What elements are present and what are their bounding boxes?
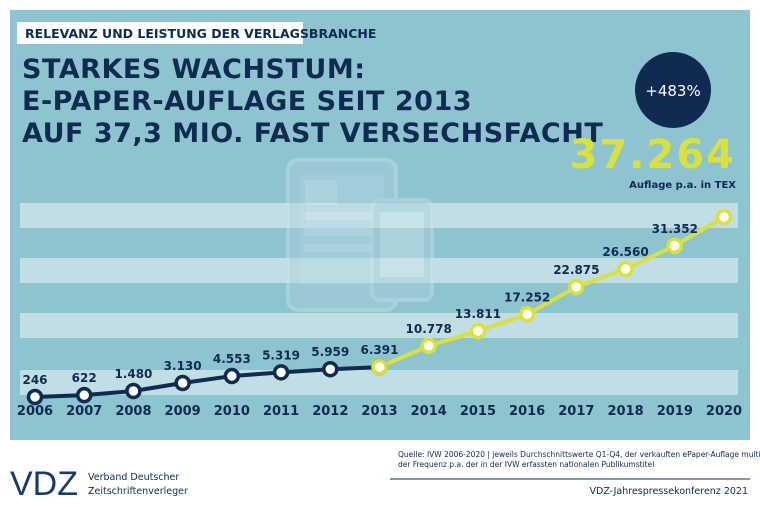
marker — [568, 278, 585, 296]
marker — [518, 306, 536, 323]
stripe — [20, 313, 738, 338]
marker — [125, 382, 142, 400]
x-tick-label: 2009 — [165, 404, 201, 419]
x-tick-label: 2019 — [657, 404, 693, 419]
x-tick-label: 2006 — [17, 404, 53, 419]
x-tick-label: 2017 — [558, 404, 594, 419]
value-caption: Auflage p.a. in TEX — [629, 180, 736, 191]
marker — [666, 237, 684, 255]
header-tag: RELEVANZ UND LEISTUNG DER VERLAGSBRANCHE — [25, 26, 376, 41]
org-name: Verband Deutscher — [88, 472, 179, 483]
value-label: 622 — [72, 371, 97, 385]
x-tick-label: 2012 — [312, 404, 348, 419]
line — [378, 215, 726, 369]
x-tick-label: 2020 — [706, 404, 742, 419]
x-tick-label: 2018 — [607, 404, 643, 419]
value-label: 6.391 — [361, 343, 399, 357]
source: Quelle: IVW 2006-2020 | jeweils Durchsch… — [398, 450, 760, 459]
value-label: 31.352 — [652, 222, 698, 236]
value-label: 22.875 — [553, 263, 599, 277]
org-name: Zeitschriftenverleger — [88, 486, 188, 497]
marker — [469, 322, 487, 340]
marker — [272, 364, 290, 381]
highlight-value: 37.264 — [570, 132, 736, 178]
stripe — [20, 203, 738, 228]
badge-text: +483% — [645, 82, 700, 100]
x-tick-label: 2007 — [66, 404, 102, 419]
x-tick-label: 2016 — [509, 404, 545, 419]
title-line: AUF 37,3 MIO. FAST VERSECHSFACHT — [22, 118, 603, 149]
badge — [635, 52, 711, 128]
x-tick-label: 2015 — [460, 404, 496, 419]
value-label: 5.959 — [311, 345, 349, 359]
value-label: 17.252 — [504, 290, 550, 304]
marker — [26, 388, 44, 406]
x-tick-label: 2014 — [411, 404, 447, 419]
value-label: 3.130 — [164, 359, 202, 373]
x-tick-label: 2011 — [263, 404, 299, 419]
marker — [715, 208, 733, 226]
logo: VDZ — [10, 465, 78, 503]
marker — [223, 367, 241, 385]
marker — [617, 260, 634, 278]
value-label: 10.778 — [406, 322, 452, 336]
title-line: STARKES WACHSTUM: — [22, 54, 366, 85]
title-line: E-PAPER-AUFLAGE SEIT 2013 — [22, 86, 472, 117]
x-tick-label: 2010 — [214, 404, 250, 419]
value-label: 13.811 — [455, 307, 501, 321]
x-tick-label: 2008 — [115, 404, 151, 419]
value-label: 246 — [22, 373, 47, 387]
x-tick-label: 2013 — [361, 404, 397, 419]
event: VDZ-Jahrespressekonferenz 2021 — [590, 486, 749, 497]
marker — [322, 360, 339, 378]
marker — [174, 374, 191, 392]
value-label: 4.553 — [213, 352, 251, 366]
value-label: 1.480 — [114, 367, 152, 381]
value-label: 5.319 — [262, 348, 300, 362]
marker — [75, 386, 93, 404]
device-icon — [286, 158, 434, 312]
marker — [420, 337, 437, 355]
marker — [371, 358, 388, 376]
tag-box — [17, 22, 303, 44]
source: der Frequenz p.a. der in der IVW erfasst… — [398, 460, 654, 469]
value-label: 26.560 — [602, 245, 648, 259]
